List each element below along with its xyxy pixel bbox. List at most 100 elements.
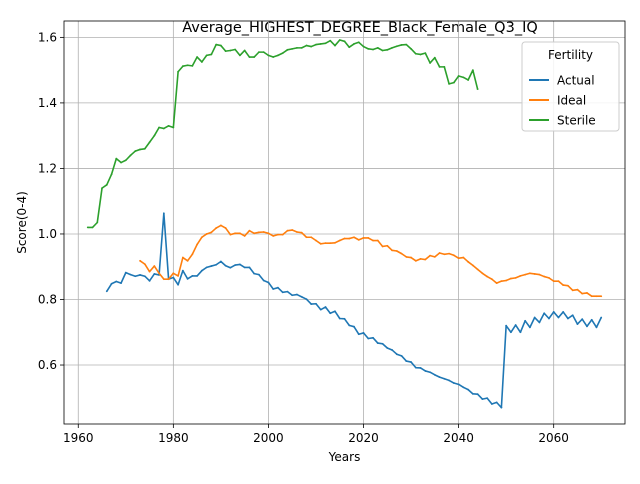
- data-point: [296, 293, 298, 296]
- data-point: [210, 231, 213, 234]
- data-point: [253, 56, 256, 58]
- data-point: [548, 317, 550, 320]
- data-point: [338, 317, 341, 320]
- data-point: [357, 333, 360, 336]
- legend-entries: Actual Ideal Sterile: [529, 74, 596, 128]
- data-point: [524, 273, 527, 276]
- data-point: [191, 64, 194, 67]
- data-point: [129, 273, 132, 276]
- y-tick-label: 0.6: [38, 358, 57, 372]
- data-point: [586, 325, 588, 328]
- data-point: [467, 79, 470, 81]
- data-point: [372, 239, 374, 242]
- data-point: [124, 271, 127, 274]
- data-point: [305, 298, 308, 301]
- data-point: [315, 302, 317, 305]
- data-point: [438, 252, 441, 254]
- data-point: [272, 235, 275, 237]
- data-point: [424, 370, 427, 372]
- data-point: [590, 318, 593, 321]
- data-point: [471, 69, 474, 72]
- data-point: [433, 56, 436, 59]
- data-point: [343, 317, 346, 320]
- data-point: [177, 70, 180, 73]
- data-point: [476, 393, 479, 396]
- data-point: [229, 266, 232, 269]
- x-tick-label: 1980: [158, 431, 189, 445]
- data-point: [405, 360, 408, 362]
- data-point: [310, 45, 313, 48]
- x-tick-label: 2060: [538, 431, 569, 445]
- data-point: [229, 49, 232, 52]
- data-point: [443, 377, 446, 380]
- data-point: [438, 65, 441, 68]
- data-point: [105, 290, 108, 293]
- data-point: [343, 40, 346, 43]
- data-point: [490, 403, 493, 405]
- data-point: [129, 154, 132, 157]
- data-point: [429, 371, 431, 374]
- data-point: [115, 157, 118, 160]
- data-point: [400, 44, 403, 46]
- data-point: [296, 46, 298, 49]
- data-point: [414, 259, 417, 262]
- data-point: [362, 45, 365, 48]
- data-point: [253, 232, 256, 235]
- data-point: [571, 289, 574, 292]
- data-point: [600, 316, 603, 319]
- data-point: [381, 49, 384, 52]
- data-point: [467, 260, 470, 263]
- data-point: [486, 397, 489, 400]
- data-point: [448, 83, 450, 85]
- data-point: [348, 237, 351, 240]
- data-point: [219, 224, 222, 227]
- data-point: [590, 295, 593, 298]
- data-point: [281, 233, 284, 236]
- y-tick-label: 0.8: [38, 292, 57, 306]
- data-point: [562, 311, 565, 313]
- data-point: [562, 284, 565, 286]
- data-point: [443, 65, 446, 68]
- data-point: [248, 56, 251, 58]
- data-point: [462, 256, 465, 259]
- data-point: [343, 237, 346, 240]
- data-point: [400, 354, 403, 357]
- data-point: [429, 62, 431, 64]
- data-point: [543, 275, 546, 278]
- data-point: [210, 265, 213, 267]
- data-point: [353, 325, 355, 328]
- data-point: [105, 183, 108, 186]
- data-point: [372, 336, 374, 339]
- data-point: [319, 242, 322, 245]
- data-point: [548, 276, 550, 279]
- data-point: [310, 236, 313, 239]
- data-point: [552, 280, 555, 283]
- data-point: [490, 278, 493, 281]
- data-point: [243, 49, 246, 52]
- data-point: [243, 266, 246, 269]
- data-point: [433, 373, 436, 376]
- data-point: [457, 257, 460, 260]
- data-point: [419, 367, 422, 369]
- data-point: [329, 312, 332, 315]
- data-point: [210, 53, 213, 56]
- data-point: [305, 44, 308, 47]
- data-point: [348, 324, 351, 327]
- series-points-sterile: [86, 39, 479, 229]
- data-point: [338, 39, 341, 41]
- x-tick-label: 2020: [348, 431, 379, 445]
- data-point: [158, 126, 160, 129]
- data-point: [177, 275, 180, 277]
- data-point: [143, 147, 146, 150]
- data-point: [357, 238, 360, 241]
- data-point: [134, 150, 137, 152]
- data-point: [376, 342, 379, 344]
- data-point: [595, 326, 598, 329]
- data-point: [348, 46, 351, 49]
- y-axis-label: Score(0-4): [15, 191, 29, 254]
- data-point: [143, 275, 146, 278]
- data-point: [386, 244, 389, 247]
- data-point: [234, 232, 237, 235]
- data-point: [191, 253, 194, 256]
